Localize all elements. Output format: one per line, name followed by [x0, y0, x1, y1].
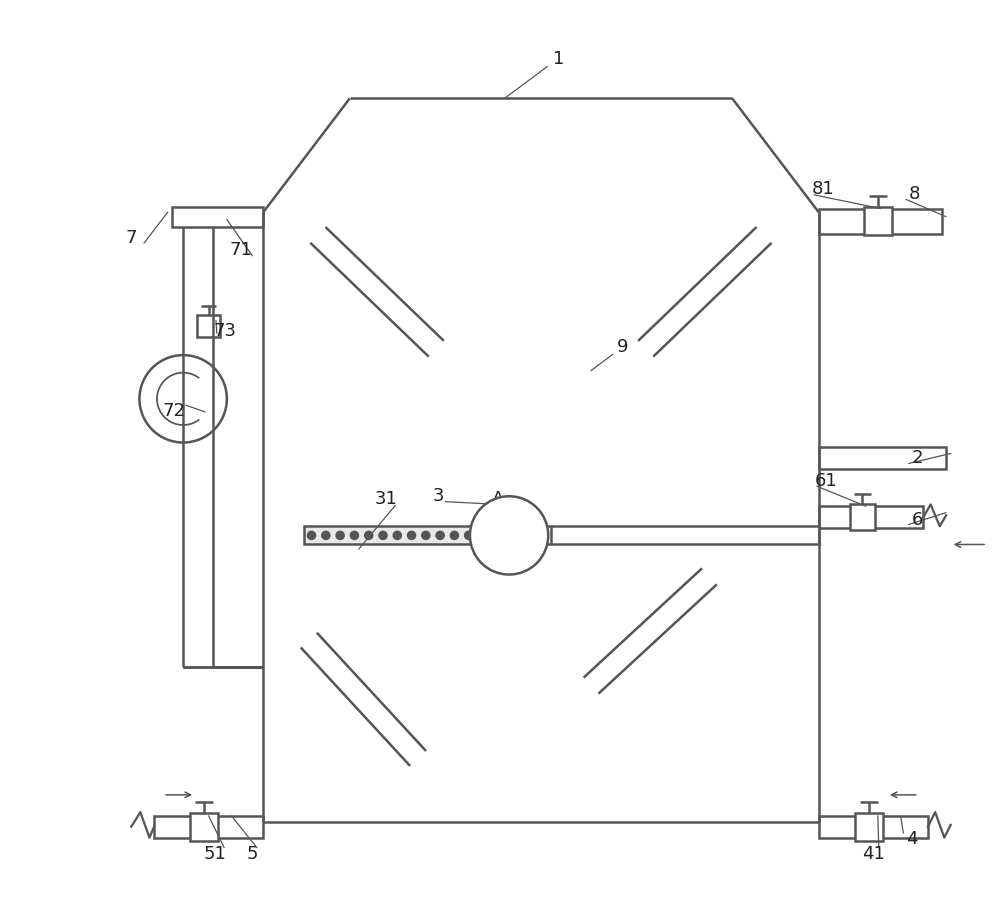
Bar — [819, 816, 928, 837]
Bar — [304, 527, 505, 544]
Text: 8: 8 — [909, 185, 920, 203]
Circle shape — [393, 531, 401, 540]
Circle shape — [365, 531, 373, 540]
Text: 71: 71 — [229, 242, 252, 259]
Circle shape — [422, 531, 430, 540]
Text: 4: 4 — [906, 830, 917, 847]
Bar — [154, 816, 263, 837]
Circle shape — [350, 531, 358, 540]
Bar — [172, 207, 263, 227]
Bar — [819, 447, 946, 469]
Bar — [819, 209, 942, 234]
Circle shape — [407, 531, 416, 540]
Circle shape — [139, 355, 227, 442]
Text: 5: 5 — [247, 845, 258, 863]
Text: 51: 51 — [204, 845, 226, 863]
Bar — [864, 207, 892, 235]
Circle shape — [465, 531, 473, 540]
Text: 6: 6 — [911, 511, 923, 529]
Bar — [505, 527, 819, 544]
Circle shape — [450, 531, 459, 540]
Bar — [850, 505, 875, 530]
Circle shape — [436, 531, 444, 540]
Circle shape — [493, 531, 501, 540]
Bar — [190, 812, 218, 841]
Text: 7: 7 — [126, 229, 137, 246]
Text: 1: 1 — [553, 50, 565, 68]
Bar — [855, 812, 883, 841]
Circle shape — [322, 531, 330, 540]
Text: A: A — [492, 490, 504, 508]
Circle shape — [307, 531, 316, 540]
Circle shape — [470, 496, 548, 574]
Text: 61: 61 — [815, 472, 837, 490]
Text: 41: 41 — [862, 845, 885, 863]
Text: 2: 2 — [911, 449, 923, 467]
Text: 3: 3 — [432, 487, 444, 506]
Text: 81: 81 — [812, 180, 835, 199]
Text: 9: 9 — [617, 338, 629, 356]
Circle shape — [479, 531, 487, 540]
Text: 73: 73 — [214, 322, 237, 340]
Circle shape — [336, 531, 344, 540]
Circle shape — [379, 531, 387, 540]
Bar — [819, 507, 923, 529]
Text: 72: 72 — [163, 401, 186, 420]
Text: 31: 31 — [375, 490, 398, 508]
Bar — [197, 314, 220, 337]
